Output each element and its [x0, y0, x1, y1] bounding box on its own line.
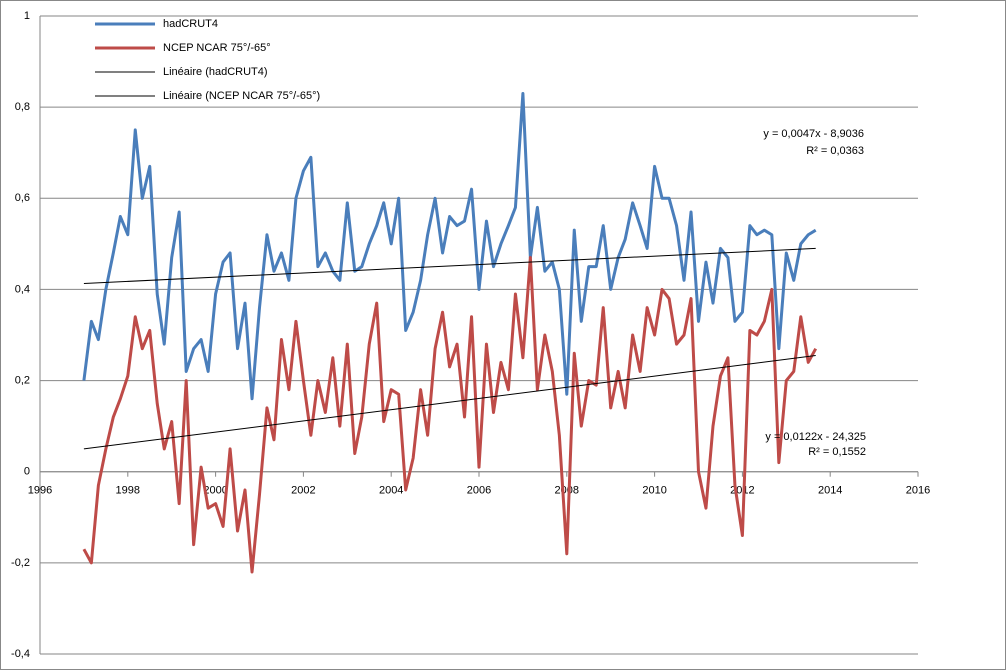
annotation: R² = 0,0363: [806, 145, 864, 157]
y-tick-label: -0,2: [11, 557, 30, 569]
annotation: y = 0,0122x - 24,325: [765, 431, 866, 443]
x-tick-label: 2006: [467, 485, 491, 497]
legend-label: Linéaire (hadCRUT4): [163, 66, 268, 78]
plot: y = 0,0047x - 8,9036 R² = 0,0363 y = 0,012…: [82, 91, 866, 574]
x-tick-label: 2000: [203, 485, 227, 497]
legend: hadCRUT4 NCEP NCAR 75°/-65° Linéaire (hadC…: [95, 18, 320, 102]
annotation: y = 0,0047x - 8,9036: [763, 128, 864, 140]
y-tick-label: 0: [24, 466, 30, 478]
legend-label: hadCRUT4: [163, 18, 218, 30]
y-tick-label: 0,4: [15, 283, 30, 295]
y-tick-label: 0,8: [15, 101, 30, 113]
y-tick-label: 1: [24, 10, 30, 22]
y-tick-label: 0,2: [15, 374, 30, 386]
annotation: R² = 0,1552: [808, 446, 866, 458]
series-line: [83, 355, 816, 450]
x-tick-label: 2008: [555, 485, 579, 497]
x-tick-label: 1998: [116, 485, 140, 497]
y-tick-label: 0,6: [15, 192, 30, 204]
x-tick-label: 2004: [379, 485, 403, 497]
x-tick-label: 1996: [28, 485, 52, 497]
series-line: [82, 91, 817, 401]
y-tick-label: -0,4: [11, 648, 30, 660]
legend-label: NCEP NCAR 75°/-65°: [163, 42, 271, 54]
x-tick-label: 2016: [906, 485, 930, 497]
x-tick-label: 2014: [818, 485, 842, 497]
series-line: [83, 247, 816, 285]
x-tick-label: 2010: [642, 485, 666, 497]
series-line: [82, 256, 818, 574]
x-tick-label: 2002: [291, 485, 315, 497]
legend-label: Linéaire (NCEP NCAR 75°/-65°): [163, 90, 320, 102]
